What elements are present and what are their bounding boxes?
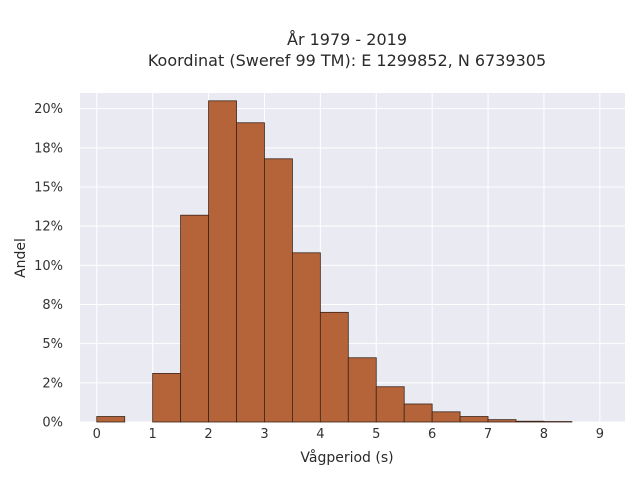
chart-title-line-2: Koordinat (Sweref 99 TM): E 1299852, N 6… (148, 51, 546, 70)
y-tick-label: 2% (42, 376, 63, 391)
x-tick-label: 3 (260, 427, 268, 442)
histogram-bar (487, 419, 517, 423)
histogram-bar (208, 100, 237, 423)
histogram-bar (431, 411, 461, 423)
y-tick-label: 0% (42, 416, 63, 431)
x-tick-label: 4 (316, 427, 324, 442)
y-tick-label: 18% (34, 141, 63, 156)
x-tick-label: 9 (596, 427, 604, 442)
y-tick-label: 12% (34, 220, 63, 235)
histogram-bar (236, 122, 265, 423)
x-tick-label: 5 (372, 427, 380, 442)
histogram-bars (96, 100, 573, 423)
y-axis-ticks: 0% 2% 5% 8% 10% 12% 15% 18% 20% (34, 102, 63, 430)
y-tick-label: 15% (34, 181, 63, 196)
histogram-bar (152, 373, 182, 423)
x-tick-label: 8 (540, 427, 548, 442)
y-tick-label: 8% (42, 298, 63, 313)
histogram-bar (403, 403, 433, 423)
histogram-bar (459, 416, 489, 423)
y-tick-label: 10% (34, 259, 63, 274)
x-tick-label: 0 (93, 427, 101, 442)
histogram-bar (292, 252, 321, 423)
histogram-bar (264, 158, 293, 423)
x-tick-label: 6 (428, 427, 436, 442)
histogram-bar (319, 311, 349, 423)
x-axis-label: Vågperiod (s) (300, 449, 393, 466)
x-tick-label: 2 (204, 427, 212, 442)
histogram-bar (375, 386, 405, 423)
histogram-bar (347, 357, 377, 423)
histogram-bar (96, 416, 126, 423)
x-tick-label: 1 (149, 427, 157, 442)
histogram-bar (515, 420, 545, 423)
chart-title-line-1: År 1979 - 2019 (287, 30, 407, 49)
y-axis-label: Andel (13, 238, 29, 278)
y-tick-label: 5% (42, 337, 63, 352)
x-tick-label: 7 (484, 427, 492, 442)
histogram-bar (180, 214, 209, 423)
x-axis-ticks: 0 1 2 3 4 5 6 7 8 9 (93, 427, 604, 442)
y-tick-label: 20% (34, 102, 63, 117)
